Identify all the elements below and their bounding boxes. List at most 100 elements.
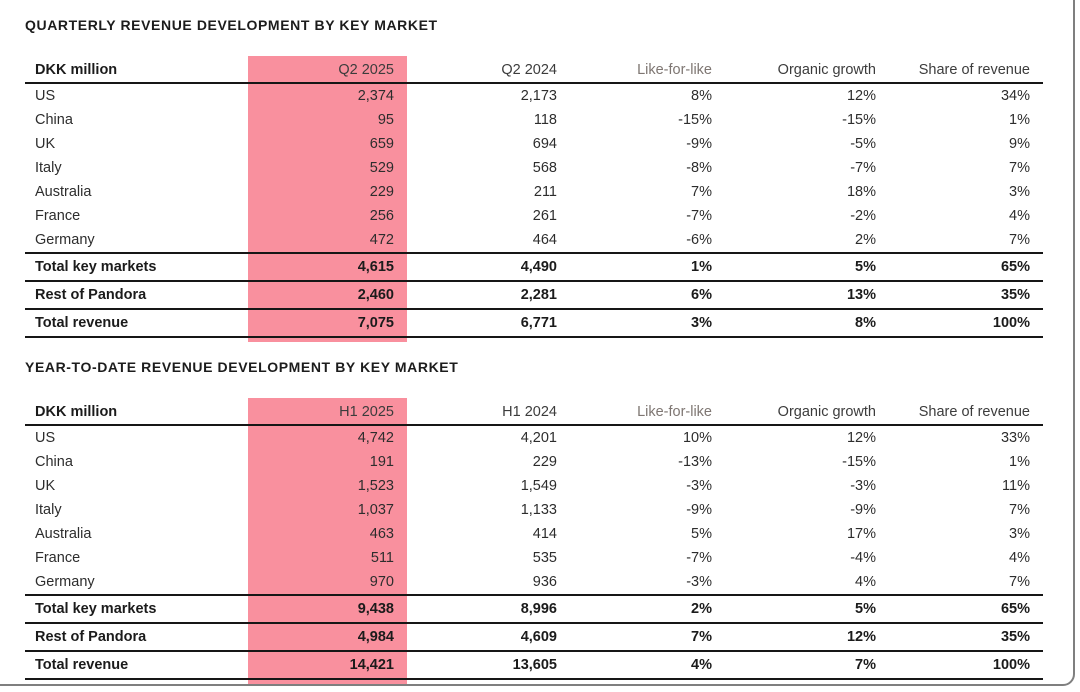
value-cell: 229	[532, 454, 557, 470]
column-header-organic-growth: Organic growth	[725, 57, 889, 84]
column-header-q2-2024: Q2 2024	[407, 57, 570, 84]
value-cell: 1,523	[357, 478, 394, 494]
value-cell: 10%	[682, 430, 712, 446]
value-cell: 2,374	[357, 88, 394, 104]
value-cell: 1%	[1009, 112, 1030, 128]
market-label: China	[35, 112, 73, 128]
value-cell: 3%	[1009, 526, 1030, 542]
table-row-total-key-markets: Total key markets 9,438 8,996 2% 5% 65%	[25, 594, 1043, 624]
market-label: Germany	[35, 232, 95, 248]
value-cell: 11%	[1002, 478, 1030, 494]
column-header-dkk-million: DKK million	[25, 57, 248, 84]
market-label: Rest of Pandora	[25, 623, 248, 652]
value-cell: -15%	[842, 112, 876, 128]
value-cell: 17%	[846, 526, 876, 542]
value-cell: 7%	[725, 651, 889, 680]
column-header-dkk-million: DKK million	[25, 399, 248, 426]
value-cell: 1,133	[520, 502, 557, 518]
value-cell: -3%	[850, 478, 876, 494]
value-cell: 970	[369, 574, 394, 590]
table-row-total-revenue: Total revenue 14,421 13,605 4% 7% 100%	[25, 651, 1043, 680]
value-cell: 13,605	[407, 651, 570, 680]
value-cell: -9%	[686, 502, 712, 518]
column-header-like-for-like: Like-for-like	[570, 399, 725, 426]
value-cell: 4%	[1009, 550, 1030, 566]
value-cell: 9,438	[248, 594, 407, 624]
value-cell: -9%	[686, 136, 712, 152]
column-header-q2-2025: Q2 2025	[248, 57, 407, 84]
table-row-germany: Germany 970 936 -3% 4% 7%	[25, 570, 1043, 595]
table-row-italy: Italy 529 568 -8% -7% 7%	[25, 156, 1043, 180]
value-cell: 414	[532, 526, 557, 542]
value-cell: -13%	[678, 454, 712, 470]
value-cell: 2,281	[407, 281, 570, 310]
value-cell: 229	[369, 184, 394, 200]
value-cell: 568	[532, 160, 557, 176]
table-row-china: China 95 118 -15% -15% 1%	[25, 108, 1043, 132]
value-cell: 7%	[1009, 574, 1030, 590]
value-cell: -7%	[850, 160, 876, 176]
value-cell: -3%	[686, 574, 712, 590]
column-header-organic-growth: Organic growth	[725, 399, 889, 426]
value-cell: 65%	[889, 594, 1043, 624]
value-cell: 4%	[855, 574, 876, 590]
value-cell: 529	[369, 160, 394, 176]
value-cell: 4,742	[357, 430, 394, 446]
value-cell: 6%	[570, 281, 725, 310]
value-cell: 463	[369, 526, 394, 542]
table-row-china: China 191 229 -13% -15% 1%	[25, 450, 1043, 474]
column-header-share-of-revenue: Share of revenue	[889, 399, 1043, 426]
table-row-australia: Australia 463 414 5% 17% 3%	[25, 522, 1043, 546]
value-cell: -6%	[686, 232, 712, 248]
value-cell: -15%	[678, 112, 712, 128]
value-cell: 12%	[846, 430, 876, 446]
value-cell: 659	[369, 136, 394, 152]
table-row-france: France 256 261 -7% -2% 4%	[25, 204, 1043, 228]
quarterly-revenue-table: DKK million Q2 2025 Q2 2024 Like-for-like Or…	[25, 57, 1043, 338]
value-cell: 9%	[1009, 136, 1030, 152]
market-label: Total key markets	[25, 252, 248, 282]
quarterly-table-wrap: DKK million Q2 2025 Q2 2024 Like-for-like Or…	[25, 56, 1043, 342]
value-cell: 191	[369, 454, 394, 470]
value-cell: 4,984	[248, 623, 407, 652]
market-label: Australia	[35, 526, 92, 542]
value-cell: 95	[377, 112, 394, 128]
quarterly-revenue-section: QUARTERLY REVENUE DEVELOPMENT BY KEY MAR…	[25, 16, 1080, 342]
value-cell: 4%	[1009, 208, 1030, 224]
value-cell: 7%	[691, 184, 712, 200]
value-cell: 5%	[691, 526, 712, 542]
ytd-revenue-table: DKK million H1 2025 H1 2024 Like-for-like Or…	[25, 399, 1043, 680]
value-cell: 8%	[691, 88, 712, 104]
table-row-rest-of-pandora: Rest of Pandora 4,984 4,609 7% 12% 35%	[25, 623, 1043, 652]
value-cell: 2,460	[248, 281, 407, 310]
value-cell: 33%	[1000, 430, 1030, 446]
value-cell: 65%	[889, 252, 1043, 282]
market-label: UK	[35, 478, 56, 494]
value-cell: 100%	[889, 651, 1043, 680]
value-cell: -3%	[686, 478, 712, 494]
value-cell: 472	[369, 232, 394, 248]
ytd-revenue-section: YEAR-TO-DATE REVENUE DEVELOPMENT BY KEY …	[25, 358, 1080, 684]
value-cell: 6,771	[407, 309, 570, 338]
value-cell: 1,549	[520, 478, 557, 494]
ytd-table-wrap: DKK million H1 2025 H1 2024 Like-for-like Or…	[25, 398, 1043, 684]
value-cell: -7%	[686, 208, 712, 224]
value-cell: 18%	[846, 184, 876, 200]
value-cell: -8%	[686, 160, 712, 176]
section-title-ytd: YEAR-TO-DATE REVENUE DEVELOPMENT BY KEY …	[25, 359, 459, 375]
value-cell: 4,609	[407, 623, 570, 652]
table-row-uk: UK 659 694 -9% -5% 9%	[25, 132, 1043, 156]
value-cell: 535	[532, 550, 557, 566]
market-label: France	[35, 550, 81, 566]
value-cell: 100%	[889, 309, 1043, 338]
value-cell: 4,615	[248, 252, 407, 282]
header-row: DKK million Q2 2025 Q2 2024 Like-for-like Or…	[25, 57, 1043, 84]
value-cell: 464	[532, 232, 557, 248]
value-cell: 5%	[725, 594, 889, 624]
value-cell: 936	[532, 574, 557, 590]
value-cell: 261	[532, 208, 557, 224]
value-cell: -5%	[850, 136, 876, 152]
value-cell: 511	[370, 550, 394, 566]
market-label: Total revenue	[25, 309, 248, 338]
